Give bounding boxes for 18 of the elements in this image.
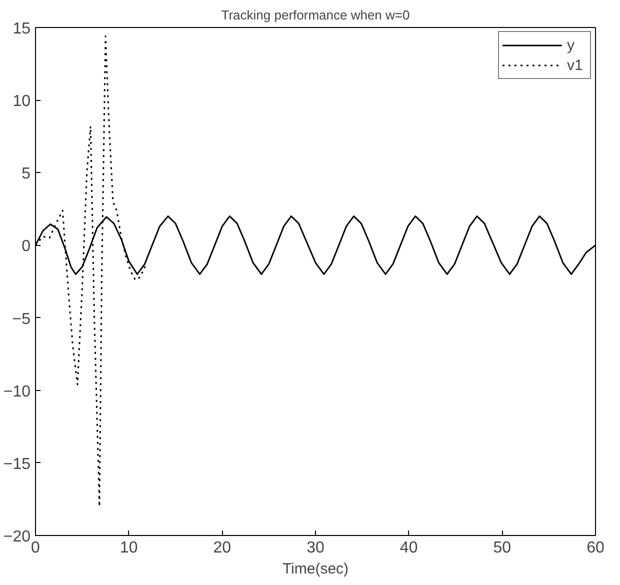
x-axis-title: Time(sec) [282,560,349,578]
x-tick-label: 60 [586,540,604,556]
y-tick-label: −5 [12,310,31,328]
chart-title: Tracking performance when w=0 [221,8,410,22]
x-tick-label: 30 [306,540,324,556]
x-tick-label: 20 [213,540,232,556]
x-tick-label: 50 [493,540,512,556]
y-tick-label: −10 [3,383,31,400]
y-tick-label: 10 [12,93,31,110]
y-tick-label: −15 [3,456,31,473]
y-tick-label: 5 [22,166,31,183]
legend-label: v1 [567,56,584,74]
x-tick-label: 40 [400,540,418,556]
y-tick-label: 0 [22,238,31,256]
y-tick-label: 15 [12,20,31,38]
y-tick-label: −20 [3,528,31,546]
legend-label: y [567,36,576,54]
x-tick-label: 10 [120,540,138,556]
